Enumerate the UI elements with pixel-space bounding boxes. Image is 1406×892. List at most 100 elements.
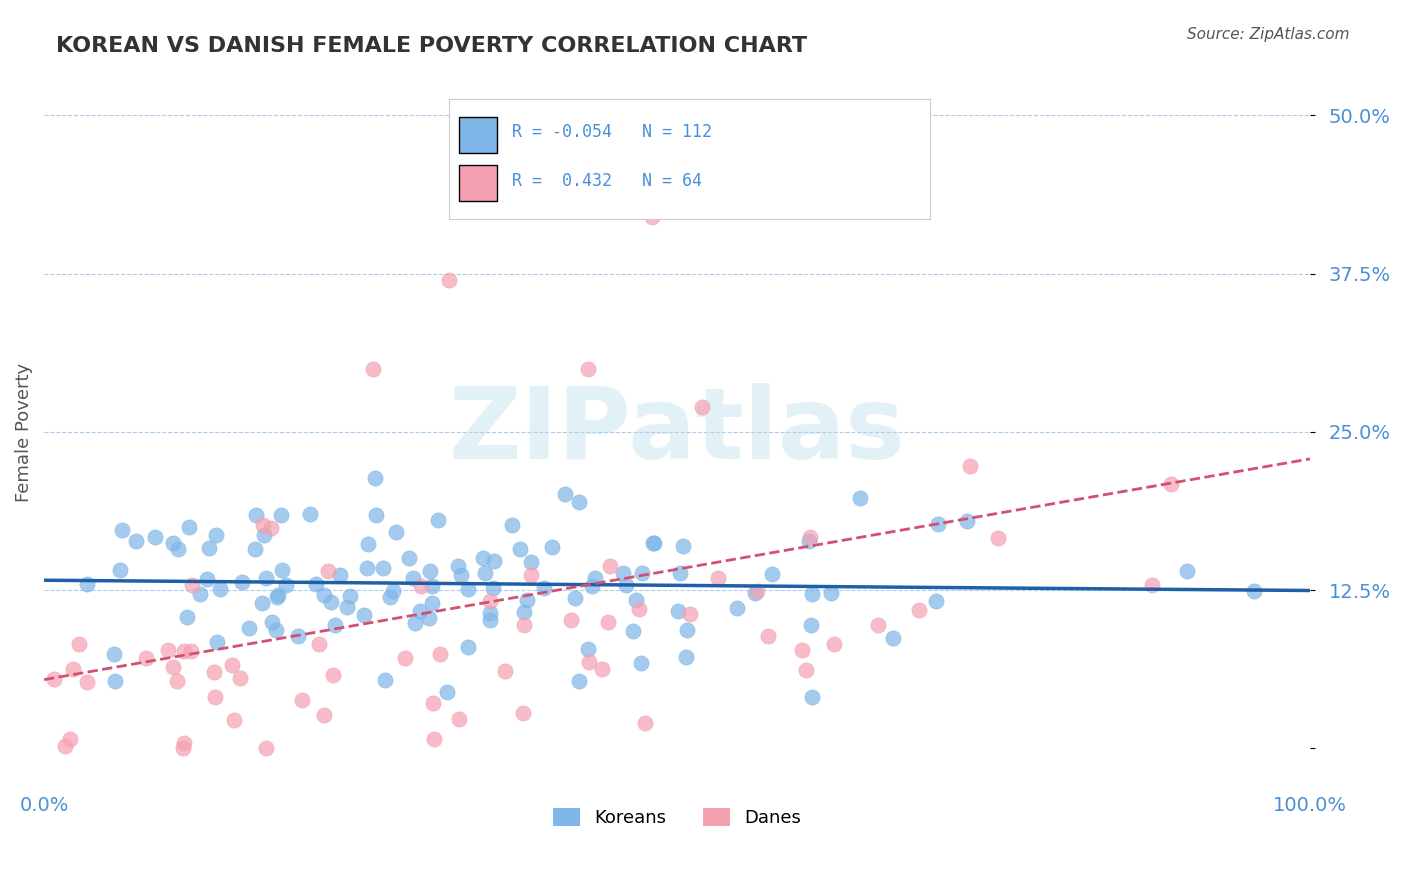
- Point: [411, 579, 433, 593]
- Point: [643, 535, 665, 549]
- Point: [180, 578, 202, 592]
- Point: [319, 595, 342, 609]
- Point: [1160, 477, 1182, 491]
- Point: [643, 536, 665, 550]
- Point: [560, 613, 582, 627]
- Point: [481, 581, 503, 595]
- Point: [925, 594, 948, 608]
- Point: [299, 507, 322, 521]
- Point: [520, 555, 543, 569]
- Point: [564, 591, 586, 605]
- Point: [378, 590, 401, 604]
- Point: [799, 531, 821, 545]
- Point: [1243, 583, 1265, 598]
- Point: [254, 571, 277, 585]
- Point: [221, 658, 243, 673]
- Point: [229, 671, 252, 685]
- Point: [361, 361, 384, 376]
- Legend: Koreans, Danes: Koreans, Danes: [546, 800, 808, 834]
- Point: [55, 739, 77, 754]
- Point: [800, 617, 823, 632]
- Point: [676, 624, 699, 638]
- Y-axis label: Female Poverty: Female Poverty: [15, 362, 32, 501]
- Point: [305, 577, 328, 591]
- Point: [630, 656, 652, 670]
- Point: [427, 512, 450, 526]
- Point: [287, 629, 309, 643]
- Point: [478, 613, 501, 627]
- Point: [494, 664, 516, 678]
- Point: [418, 611, 440, 625]
- Point: [516, 592, 538, 607]
- Point: [314, 708, 336, 723]
- Point: [761, 566, 783, 581]
- Point: [672, 539, 695, 553]
- Point: [596, 615, 619, 630]
- Point: [800, 690, 823, 704]
- Point: [512, 706, 534, 721]
- Point: [408, 604, 430, 618]
- Point: [482, 553, 505, 567]
- Point: [449, 712, 471, 726]
- Point: [384, 524, 406, 539]
- Point: [205, 528, 228, 542]
- Point: [266, 591, 288, 605]
- Point: [797, 533, 820, 548]
- Point: [513, 605, 536, 619]
- Text: Source: ZipAtlas.com: Source: ZipAtlas.com: [1187, 27, 1350, 42]
- Point: [353, 608, 375, 623]
- Point: [166, 542, 188, 557]
- Point: [568, 674, 591, 689]
- Point: [868, 617, 890, 632]
- Point: [725, 601, 748, 615]
- Point: [603, 108, 626, 122]
- Point: [478, 606, 501, 620]
- Point: [162, 535, 184, 549]
- Point: [166, 674, 188, 689]
- Point: [143, 530, 166, 544]
- Point: [820, 586, 842, 600]
- Point: [110, 523, 132, 537]
- Point: [339, 589, 361, 603]
- Point: [669, 566, 692, 580]
- Point: [540, 540, 562, 554]
- Point: [314, 588, 336, 602]
- Point: [262, 615, 284, 629]
- Point: [243, 541, 266, 556]
- Point: [627, 602, 650, 616]
- Point: [366, 508, 388, 523]
- Point: [513, 618, 536, 632]
- Point: [419, 564, 441, 578]
- Point: [76, 675, 98, 690]
- Text: ZIPatlas: ZIPatlas: [449, 384, 905, 481]
- Point: [356, 560, 378, 574]
- Point: [274, 578, 297, 592]
- Point: [631, 566, 654, 580]
- Point: [578, 642, 600, 657]
- Point: [612, 566, 634, 581]
- Point: [439, 273, 461, 287]
- Point: [316, 564, 339, 578]
- Point: [176, 609, 198, 624]
- Point: [252, 518, 274, 533]
- Point: [578, 361, 600, 376]
- Text: KOREAN VS DANISH FEMALE POVERTY CORRELATION CHART: KOREAN VS DANISH FEMALE POVERTY CORRELAT…: [56, 36, 807, 55]
- Point: [706, 571, 728, 585]
- Point: [908, 603, 931, 617]
- Point: [125, 533, 148, 548]
- Point: [374, 673, 396, 687]
- Point: [264, 624, 287, 638]
- Point: [959, 459, 981, 474]
- Point: [224, 713, 246, 727]
- Point: [371, 561, 394, 575]
- Point: [621, 624, 644, 639]
- Point: [882, 631, 904, 645]
- Point: [666, 604, 689, 618]
- Point: [103, 647, 125, 661]
- Point: [641, 210, 664, 224]
- Point: [457, 582, 479, 597]
- Point: [614, 577, 637, 591]
- Point: [266, 589, 288, 603]
- Point: [173, 736, 195, 750]
- Point: [823, 637, 845, 651]
